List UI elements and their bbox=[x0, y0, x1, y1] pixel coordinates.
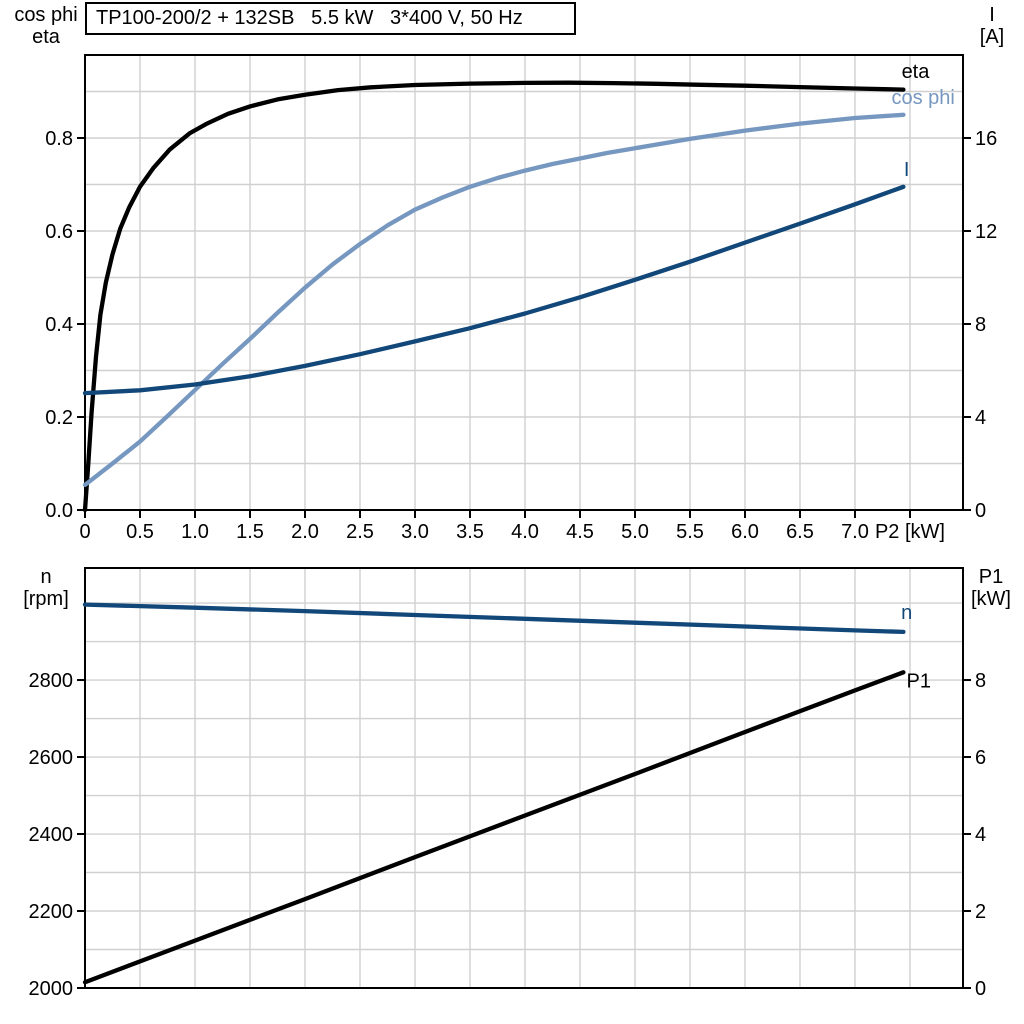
series-eta-curve bbox=[82, 80, 906, 513]
y-left-tick-label: 0.8 bbox=[45, 128, 73, 150]
x-tick-label: 2.0 bbox=[291, 521, 319, 543]
y-right-tick-label: 8 bbox=[975, 314, 986, 336]
y-left-tick-label: 2400 bbox=[29, 824, 74, 846]
y-right-tick-label: 16 bbox=[975, 128, 997, 150]
y-left-tick-label: 2200 bbox=[29, 901, 74, 923]
x-tick-label: 5.0 bbox=[621, 521, 649, 543]
curve-label-I: I bbox=[904, 159, 910, 181]
series-speed-curve bbox=[82, 602, 906, 635]
y-left-tick-label: 0.6 bbox=[45, 221, 73, 243]
left-axis-unit-line1: cos phi bbox=[14, 4, 78, 26]
x-tick-label: P2 [kW] bbox=[875, 521, 945, 543]
bottom-chart-left-axis-unit: n [rpm] bbox=[8, 566, 84, 610]
y-right-tick-label: 4 bbox=[975, 407, 986, 429]
power-axis-unit-line2: [kW] bbox=[971, 588, 1011, 610]
x-tick-label: 2.5 bbox=[346, 521, 374, 543]
x-tick-label: 4.5 bbox=[566, 521, 594, 543]
efficiency-current-chart: 0 0.5 1.0 1.5 2.0 2.5 3.0 3.5 4.0 4.5 5.0 5.5 6.0 6.5… bbox=[45, 54, 997, 543]
series-input-power-curve bbox=[82, 670, 906, 985]
plot-frame bbox=[84, 567, 964, 989]
x-tick-label: 1.5 bbox=[236, 521, 264, 543]
y-left-tick-label: 2600 bbox=[29, 747, 74, 769]
plot-frame bbox=[84, 54, 964, 511]
x-tick-label: 0.5 bbox=[126, 521, 154, 543]
x-tick-label: 3.0 bbox=[401, 521, 429, 543]
y-left-tick-label: 2800 bbox=[29, 670, 74, 692]
speed-axis-unit-line1: n bbox=[40, 566, 52, 588]
top-chart-left-axis-unit: cos phi eta bbox=[6, 4, 86, 48]
curve-label-eta: eta bbox=[902, 61, 931, 83]
speed-power-chart: 2000 2200 2400 2600 2800 0 2 4 6 8 n P1 bbox=[29, 567, 986, 1000]
x-tick-label: 6.5 bbox=[786, 521, 814, 543]
y-right-tick-label: 6 bbox=[975, 747, 986, 769]
y-right-tick-label: 0 bbox=[975, 500, 986, 522]
left-axis-unit-line2: eta bbox=[32, 26, 60, 48]
y-right-tick-label: 0 bbox=[975, 978, 986, 1000]
y-right-tick-label: 4 bbox=[975, 824, 986, 846]
y-right-tick-label: 2 bbox=[975, 901, 986, 923]
x-tick-label: 0 bbox=[79, 521, 90, 543]
gridlines bbox=[85, 568, 963, 988]
right-axis-unit-line2: [A] bbox=[979, 26, 1005, 48]
y-left-tick-label: 0.2 bbox=[45, 407, 73, 429]
x-tick-label: 5.5 bbox=[676, 521, 704, 543]
top-chart-right-axis-unit: I [A] bbox=[964, 4, 1020, 48]
x-tick-label: 6.0 bbox=[731, 521, 759, 543]
y-left-tick-label: 2000 bbox=[29, 978, 74, 1000]
series-current-curve bbox=[82, 184, 906, 396]
right-axis-unit-line1: I bbox=[989, 4, 995, 26]
curve-label-P1: P1 bbox=[907, 670, 931, 692]
series-cos-phi-curve bbox=[82, 112, 906, 488]
curve-label-cos-phi: cos phi bbox=[891, 87, 954, 109]
y-right-tick-label: 8 bbox=[975, 670, 986, 692]
curve-title-box: TP100-200/2 + 132SB 5.5 kW 3*400 V, 50 H… bbox=[85, 2, 576, 35]
speed-axis-unit-line2: [rpm] bbox=[23, 588, 69, 610]
y-left-tick-label: 0.4 bbox=[45, 314, 73, 336]
power-axis-unit-line1: P1 bbox=[978, 566, 1004, 588]
x-tick-label: 7.0 bbox=[841, 521, 869, 543]
gridlines bbox=[85, 55, 963, 510]
y-left-tick-label: 0.0 bbox=[45, 500, 73, 522]
x-tick-label: 1.0 bbox=[181, 521, 209, 543]
curve-label-n: n bbox=[901, 602, 912, 624]
bottom-chart-right-axis-unit: P1 [kW] bbox=[960, 566, 1022, 610]
x-tick-label: 3.5 bbox=[456, 521, 484, 543]
x-tick-label: 4.0 bbox=[511, 521, 539, 543]
y-right-tick-label: 12 bbox=[975, 221, 997, 243]
